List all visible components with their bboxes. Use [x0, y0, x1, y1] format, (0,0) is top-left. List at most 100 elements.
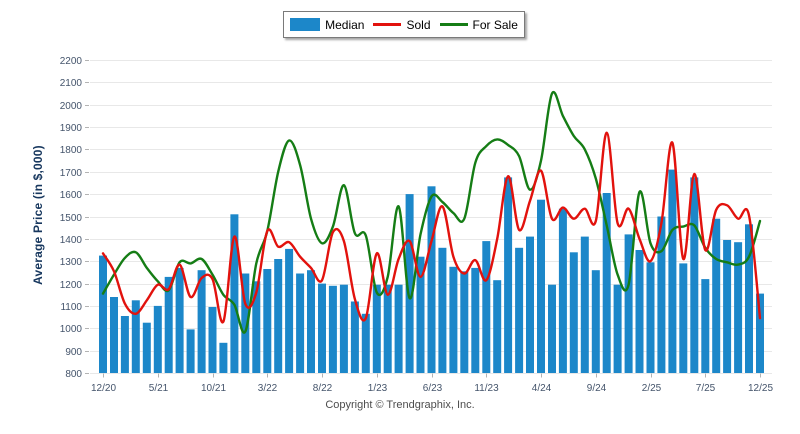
- y-axis-title: Average Price (in $,000): [31, 145, 45, 285]
- y-tick-label: 1100: [60, 302, 82, 313]
- x-tick-label: 4/24: [532, 383, 552, 394]
- y-tick-label: 1500: [60, 213, 83, 224]
- median-bar: [372, 284, 381, 373]
- median-bar: [175, 267, 184, 373]
- sold-line-icon: [373, 23, 402, 26]
- median-bar: [438, 247, 447, 373]
- y-tick-label: 1800: [60, 145, 83, 156]
- median-bar: [668, 169, 677, 373]
- median-bar: [515, 247, 524, 373]
- y-tick-label: 1700: [60, 168, 83, 179]
- median-bar: [427, 186, 436, 373]
- y-tick-label: 1000: [60, 324, 83, 335]
- y-tick-label: 2100: [60, 78, 83, 89]
- median-bar: [723, 240, 732, 373]
- median-bar: [701, 279, 710, 373]
- median-bar: [230, 214, 239, 373]
- x-tick-label: 9/24: [587, 383, 607, 394]
- y-tick-label: 2200: [60, 56, 83, 67]
- chart-legend: Median Sold For Sale: [283, 11, 525, 38]
- median-bar: [548, 284, 556, 373]
- y-tick-label: 1400: [60, 235, 83, 246]
- legend-label-forsale: For Sale: [472, 17, 518, 32]
- median-bar: [613, 284, 622, 373]
- median-bar: [252, 281, 261, 373]
- median-bar: [569, 252, 578, 373]
- x-tick-label: 6/23: [423, 383, 443, 394]
- x-tick-label: 2/25: [642, 383, 662, 394]
- sold-line: [101, 131, 762, 324]
- median-bar: [164, 276, 173, 373]
- median-bar: [120, 316, 129, 373]
- x-tick-label: 11/23: [474, 383, 499, 394]
- median-bar: [493, 280, 502, 373]
- median-bar: [449, 266, 458, 373]
- median-bar: [263, 269, 272, 373]
- median-bar: [131, 300, 140, 373]
- median-bar: [339, 284, 348, 373]
- legend-item-median[interactable]: Median: [290, 18, 364, 31]
- median-bar: [734, 242, 743, 373]
- median-bar: [482, 241, 491, 373]
- legend-item-sold[interactable]: Sold: [373, 19, 431, 31]
- median-bar: [712, 218, 721, 373]
- median-bar: [526, 236, 534, 373]
- y-tick-label: 2000: [60, 101, 83, 112]
- median-bar: [405, 194, 414, 373]
- median-bar: [657, 216, 666, 373]
- y-tick-label: 900: [65, 347, 82, 358]
- median-bar: [307, 270, 315, 373]
- x-tick-label: 10/21: [201, 383, 226, 394]
- median-bar: [383, 284, 392, 373]
- median-bar: [394, 284, 403, 373]
- legend-item-forsale[interactable]: For Sale: [439, 17, 518, 32]
- median-bar: [471, 267, 480, 373]
- for-sale-line: [101, 90, 762, 334]
- median-bar: [646, 262, 655, 373]
- y-tick-label: 800: [65, 369, 82, 380]
- median-bar: [241, 273, 250, 373]
- median-bar: [460, 271, 469, 373]
- median-bar: [635, 250, 644, 373]
- median-bar: [186, 329, 195, 373]
- median-bar: [142, 322, 151, 373]
- y-tick-label: 1300: [60, 257, 83, 268]
- x-tick-label: 3/22: [258, 383, 278, 394]
- median-bar: [591, 270, 600, 373]
- median-bar: [296, 273, 305, 373]
- median-bar: [679, 263, 688, 373]
- median-bar: [602, 193, 611, 373]
- copyright-text: Copyright © Trendgraphix, Inc.: [325, 399, 475, 411]
- median-bar: [318, 283, 326, 373]
- median-bar: [208, 307, 217, 373]
- x-tick-label: 12/25: [748, 383, 773, 394]
- y-tick-label: 1900: [60, 123, 83, 134]
- median-bar: [350, 301, 359, 373]
- median-swatch-icon: [290, 18, 321, 31]
- median-bar: [624, 234, 633, 373]
- y-tick-label: 1600: [60, 190, 83, 201]
- x-tick-label: 1/23: [368, 383, 388, 394]
- median-bar: [537, 199, 545, 373]
- legend-label-median: Median: [325, 17, 365, 32]
- median-bar: [153, 305, 162, 373]
- median-bar: [197, 270, 206, 373]
- y-tick-label: 1200: [60, 280, 83, 291]
- for-sale-line-icon: [439, 23, 468, 26]
- x-tick-label: 5/21: [149, 383, 169, 394]
- median-bar: [328, 285, 337, 373]
- median-bar: [558, 208, 567, 373]
- median-bar: [110, 297, 118, 373]
- x-tick-label: 12/20: [91, 383, 116, 394]
- median-bar: [361, 313, 370, 373]
- median-bar: [99, 255, 107, 373]
- median-bar: [745, 224, 753, 373]
- median-bar: [416, 256, 425, 373]
- median-bar: [756, 293, 764, 373]
- median-bar: [504, 177, 513, 373]
- median-bar: [580, 236, 589, 373]
- median-bar: [285, 248, 294, 373]
- median-bar: [219, 342, 228, 373]
